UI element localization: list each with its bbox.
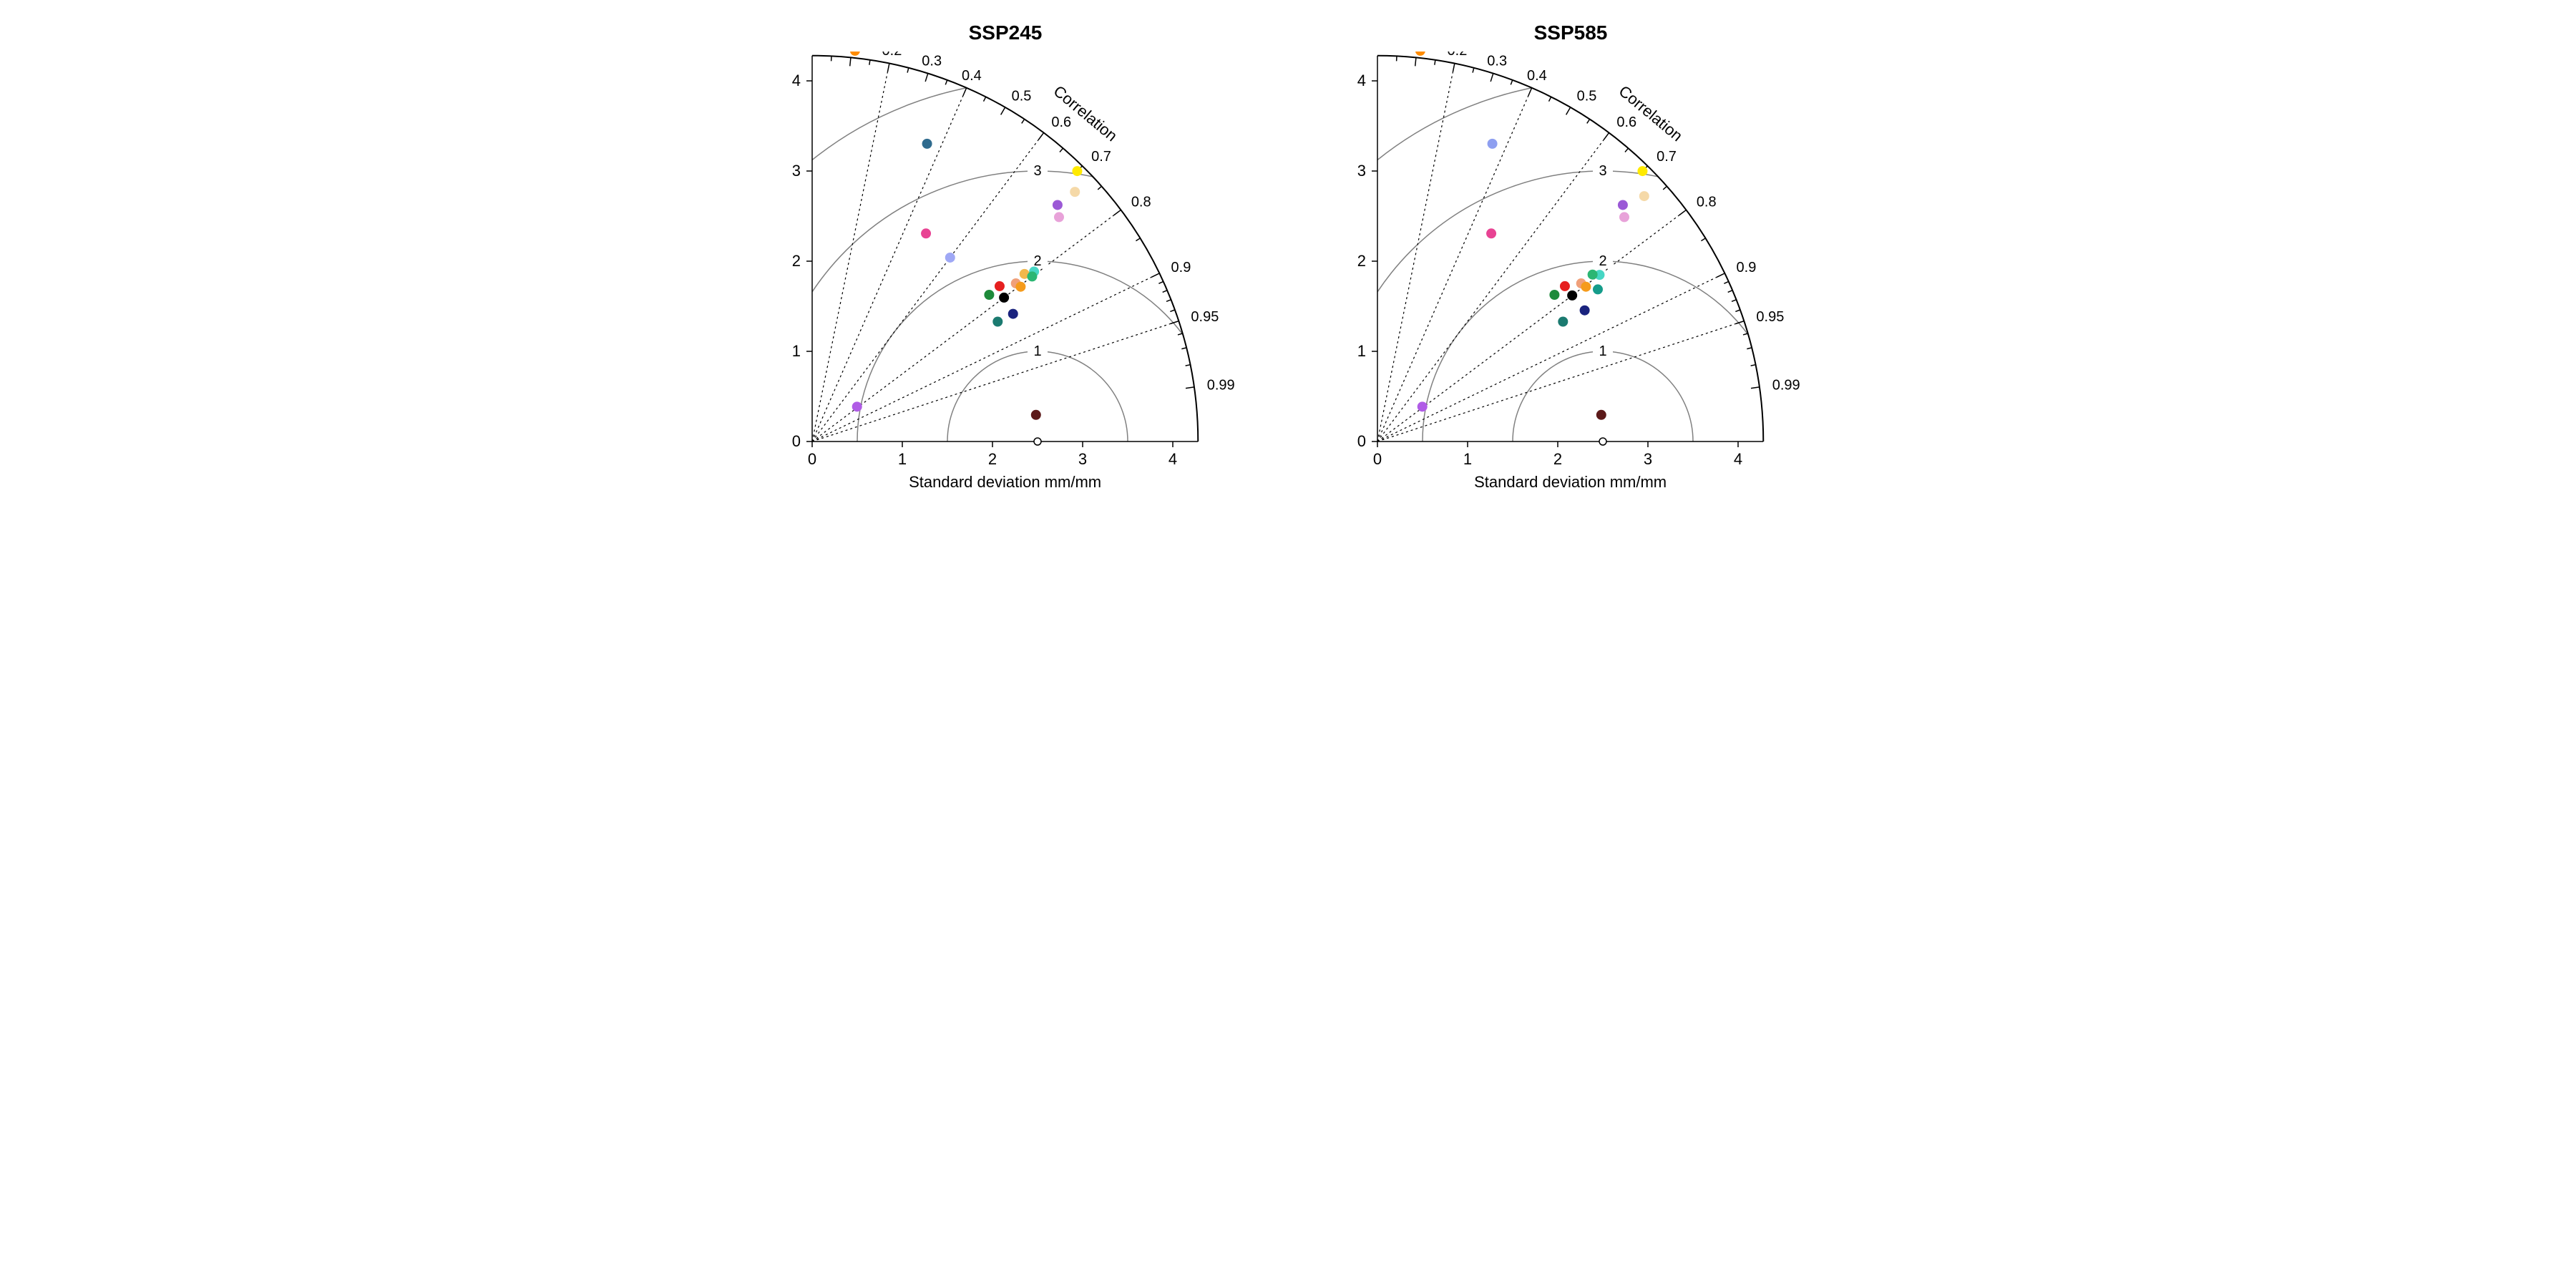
data-point	[1596, 410, 1606, 420]
y-tick-label: 1	[1357, 342, 1366, 360]
data-point	[922, 139, 932, 149]
correlation-tick-label: 0.99	[1207, 377, 1235, 393]
y-tick-label: 3	[1357, 162, 1366, 180]
y-tick-label: 0	[1357, 432, 1366, 450]
x-tick-label: 4	[1169, 450, 1177, 468]
data-point	[1027, 271, 1037, 281]
correlation-tick-label: 0.9	[1171, 260, 1191, 275]
y-tick-label: 3	[792, 162, 801, 180]
data-point	[1031, 410, 1041, 420]
correlation-tick-label: 0.5	[1012, 88, 1032, 104]
rmse-arc-label: 1	[1033, 343, 1041, 359]
panel-title: SSP585	[1534, 21, 1608, 44]
rmse-arc-label: 3	[1033, 163, 1041, 179]
data-point	[1581, 282, 1591, 292]
correlation-tick-label: 0.95	[1756, 309, 1784, 325]
data-point	[1072, 166, 1082, 176]
data-point	[1070, 187, 1080, 197]
data-point	[984, 290, 994, 300]
correlation-tick-label: 0.9	[1737, 260, 1757, 275]
x-tick-label: 1	[1463, 450, 1472, 468]
panel-title: SSP245	[969, 21, 1043, 44]
data-point	[992, 317, 1002, 327]
data-point	[1593, 284, 1603, 294]
rmse-arc-label: 3	[1599, 163, 1606, 179]
data-point	[921, 228, 931, 238]
data-point	[1549, 290, 1559, 300]
y-tick-label: 4	[1357, 72, 1366, 89]
correlation-axis-label: Correlation	[1616, 82, 1687, 145]
correlation-tick-label: 0.4	[962, 68, 982, 84]
x-tick-label: 4	[1734, 450, 1742, 468]
data-point	[995, 281, 1005, 291]
x-axis-label: Standard deviation mm/mm	[909, 473, 1101, 491]
correlation-tick-label: 0.6	[1616, 114, 1636, 130]
data-point	[1580, 306, 1590, 316]
taylor-panel: SSP585 0 1 2 3 4 0 1 2 3 4 Standard deviation mm/mm…	[1309, 21, 1832, 509]
data-point	[1486, 228, 1496, 238]
data-point	[1639, 191, 1649, 201]
x-tick-label: 2	[1553, 450, 1562, 468]
correlation-tick-label: 0.8	[1131, 195, 1151, 210]
data-point	[1588, 270, 1598, 280]
data-point	[1053, 200, 1063, 210]
correlation-tick-label: 0.4	[1527, 68, 1547, 84]
rmse-arc-label: 2	[1599, 253, 1606, 269]
x-tick-label: 0	[1373, 450, 1382, 468]
correlation-tick-label: 0.95	[1191, 309, 1219, 325]
x-tick-label: 3	[1078, 450, 1087, 468]
taylor-diagram: 0123401234Standard deviation mm/mm0.10.2…	[744, 52, 1267, 509]
correlation-tick-label: 0.2	[882, 52, 902, 59]
x-axis-label: Standard deviation mm/mm	[1474, 473, 1667, 491]
correlation-tick-label: 0.6	[1051, 114, 1071, 130]
x-tick-label: 0	[808, 450, 816, 468]
data-point	[1558, 317, 1568, 327]
data-point	[1054, 212, 1064, 222]
data-point	[1015, 282, 1025, 292]
y-tick-label: 4	[792, 72, 801, 89]
data-point	[945, 253, 955, 263]
taylor-panel: SSP245 0 1 2 3 4 0 1 2 3 4 Standard deviation mm/mm…	[744, 21, 1267, 509]
rmse-arc-label: 1	[1599, 343, 1606, 359]
data-point	[1008, 309, 1018, 319]
x-tick-label: 2	[988, 450, 997, 468]
data-point	[1567, 291, 1577, 301]
y-tick-label: 1	[792, 342, 801, 360]
correlation-tick-label: 0.3	[922, 53, 942, 69]
x-tick-label: 3	[1644, 450, 1652, 468]
correlation-tick-label: 0.5	[1577, 88, 1597, 104]
data-point	[1418, 401, 1428, 411]
chart-container: SSP245 0 1 2 3 4 0 1 2 3 4 Standard deviation mm/mm…	[0, 0, 2576, 531]
correlation-tick-label: 0.7	[1657, 149, 1677, 165]
reference-point	[1034, 438, 1041, 445]
correlation-tick-label: 0.99	[1772, 377, 1800, 393]
correlation-tick-label: 0.8	[1697, 195, 1717, 210]
correlation-tick-label: 0.7	[1091, 149, 1111, 165]
data-point	[1415, 52, 1425, 56]
reference-point	[1599, 438, 1606, 445]
y-tick-label: 2	[792, 252, 801, 270]
data-point	[1560, 281, 1570, 291]
correlation-tick-label: 0.2	[1448, 52, 1468, 59]
y-tick-label: 2	[1357, 252, 1366, 270]
x-tick-label: 1	[898, 450, 907, 468]
taylor-diagram: 0123401234Standard deviation mm/mm0.10.2…	[1309, 52, 1832, 509]
data-point	[852, 401, 862, 411]
correlation-axis-label: Correlation	[1050, 82, 1121, 145]
data-point	[1618, 200, 1628, 210]
data-point	[1637, 166, 1647, 176]
data-point	[999, 293, 1009, 303]
correlation-tick-label: 0.3	[1487, 53, 1507, 69]
data-point	[1488, 139, 1498, 149]
y-tick-label: 0	[792, 432, 801, 450]
data-point	[1619, 212, 1629, 222]
data-point	[850, 52, 860, 56]
